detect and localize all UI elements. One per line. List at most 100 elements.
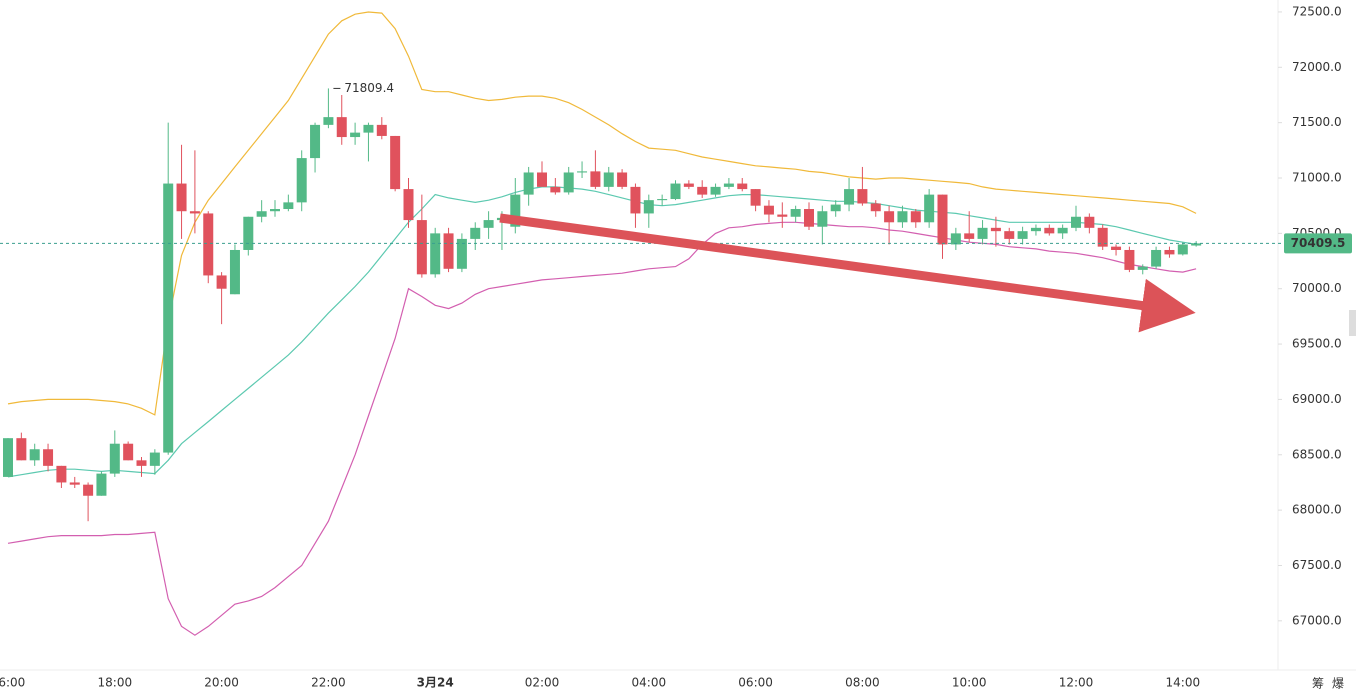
candle-body bbox=[376, 124, 387, 136]
band-line bbox=[7, 186, 1197, 478]
candle-body bbox=[1151, 249, 1162, 267]
x-tick-label: 10:00 bbox=[952, 676, 987, 690]
candle-body bbox=[430, 233, 441, 275]
overlay bbox=[499, 213, 1196, 333]
candle-body bbox=[270, 209, 280, 212]
candle-body bbox=[229, 249, 240, 295]
candle-body bbox=[1164, 249, 1175, 255]
candle-body bbox=[577, 171, 588, 173]
x-tick-label: 04:00 bbox=[632, 676, 667, 690]
candle-body bbox=[16, 438, 27, 461]
candle-body bbox=[296, 158, 307, 203]
candle-body bbox=[310, 124, 321, 159]
candle-body bbox=[96, 473, 107, 496]
candle-body bbox=[336, 117, 347, 138]
candle-body bbox=[363, 124, 374, 133]
y-tick-label: 68500.0 bbox=[1292, 447, 1342, 461]
candle-body bbox=[510, 194, 521, 227]
candle-body bbox=[1124, 249, 1135, 270]
candle-body bbox=[884, 211, 895, 223]
candle-body bbox=[3, 438, 13, 477]
candle-body bbox=[550, 186, 561, 193]
candle-body bbox=[189, 211, 200, 214]
x-tick-label: 08:00 bbox=[845, 676, 880, 690]
x-tick-label: 22:00 bbox=[311, 676, 346, 690]
candle-body bbox=[83, 484, 94, 496]
candle-body bbox=[804, 209, 814, 227]
candle-body bbox=[216, 275, 227, 289]
candle-body bbox=[1137, 266, 1148, 270]
y-tick-label: 72000.0 bbox=[1292, 60, 1342, 74]
candle-body bbox=[390, 135, 401, 190]
candle-body bbox=[136, 460, 147, 466]
candle-body bbox=[563, 172, 574, 193]
x-tick-label: 12:00 bbox=[1059, 676, 1094, 690]
candle-body bbox=[630, 186, 641, 214]
candle-body bbox=[964, 233, 975, 239]
candle-body bbox=[817, 211, 828, 227]
y-tick-label: 69000.0 bbox=[1292, 392, 1342, 406]
max-label: 71809.4 bbox=[344, 81, 394, 95]
y-tick-label: 72500.0 bbox=[1292, 4, 1342, 18]
candle-body bbox=[683, 183, 694, 187]
candle-body bbox=[710, 186, 721, 195]
y-tick-label: 71500.0 bbox=[1292, 115, 1342, 129]
candle-body bbox=[643, 200, 654, 214]
candle-body bbox=[777, 214, 788, 217]
candle-body bbox=[790, 209, 801, 217]
candle-body bbox=[283, 202, 294, 210]
candle-body bbox=[670, 183, 681, 200]
candle-body bbox=[723, 183, 734, 187]
side-tab[interactable] bbox=[1349, 310, 1356, 336]
candle-body bbox=[924, 194, 935, 223]
candle-body bbox=[243, 216, 254, 250]
candle-body bbox=[1044, 227, 1055, 234]
y-tick-label: 69500.0 bbox=[1292, 337, 1342, 351]
trend-arrow bbox=[499, 213, 1196, 333]
candle-body bbox=[617, 172, 628, 187]
candle-body bbox=[69, 482, 80, 485]
x-tick-label: 3月24 bbox=[417, 676, 454, 690]
plot-area: 67000.0 67500.0 68000.0 68500.0 69000.0 69500… bbox=[0, 4, 1352, 690]
candle-body bbox=[203, 213, 214, 276]
candle-body bbox=[603, 172, 614, 187]
candle-body bbox=[1030, 227, 1041, 232]
candle-body bbox=[456, 238, 467, 269]
y-tick-label: 70000.0 bbox=[1292, 281, 1342, 295]
candle-body bbox=[403, 189, 414, 221]
candle-body bbox=[590, 171, 601, 187]
candle-body bbox=[697, 186, 708, 195]
candle-body bbox=[470, 227, 481, 239]
candle-body bbox=[483, 220, 494, 228]
candle-body bbox=[1057, 227, 1068, 234]
corner-button[interactable]: 筹 bbox=[1312, 677, 1324, 691]
candle-body bbox=[977, 227, 988, 239]
candle-body bbox=[176, 183, 187, 212]
candle-body bbox=[1191, 243, 1202, 246]
x-tick-label: 18:00 bbox=[98, 676, 133, 690]
candle-body bbox=[163, 183, 174, 453]
x-tick-label: 14:00 bbox=[1166, 676, 1201, 690]
x-tick-label: 02:00 bbox=[525, 676, 560, 690]
y-tick-label: 68000.0 bbox=[1292, 503, 1342, 517]
candle-body bbox=[857, 189, 868, 204]
corner-button[interactable]: 爆 bbox=[1332, 677, 1344, 691]
candle-body bbox=[537, 172, 547, 187]
candle-body bbox=[1004, 231, 1015, 239]
candle-body bbox=[256, 211, 267, 217]
candle-body bbox=[990, 227, 1001, 232]
band-line bbox=[7, 11, 1197, 416]
candle-body bbox=[950, 233, 961, 245]
candle-body bbox=[737, 183, 748, 190]
candle-body bbox=[416, 220, 427, 275]
candle-body bbox=[1111, 246, 1122, 250]
candle-body bbox=[763, 205, 774, 215]
last-price-label: 70409.5 bbox=[1291, 236, 1346, 250]
y-tick-label: 71000.0 bbox=[1292, 171, 1342, 185]
x-tick-label: 06:00 bbox=[738, 676, 773, 690]
candle-body bbox=[1084, 216, 1095, 228]
x-tick-label: 20:00 bbox=[204, 676, 239, 690]
candle-body bbox=[870, 203, 881, 212]
